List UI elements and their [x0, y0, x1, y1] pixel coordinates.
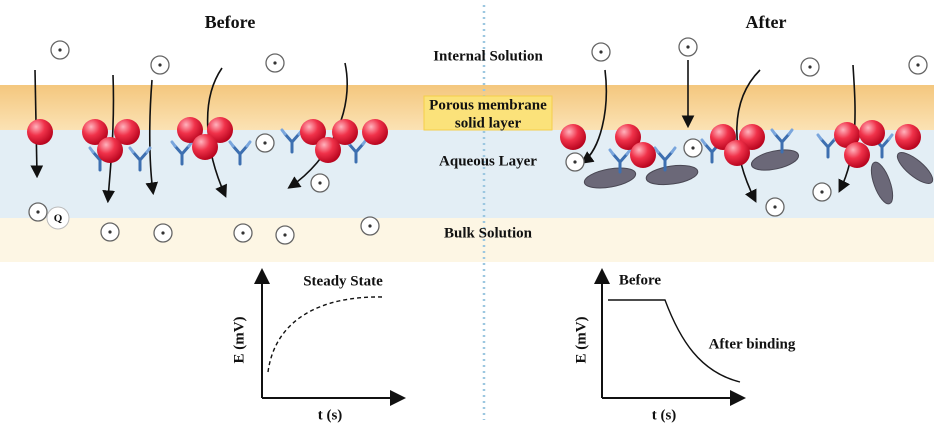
ionophore	[192, 134, 218, 160]
x-axis-label: t (s)	[652, 407, 677, 423]
ionophore	[895, 124, 921, 150]
ion	[234, 224, 252, 242]
ion	[51, 41, 69, 59]
ion	[766, 198, 784, 216]
curve-label: After binding	[709, 336, 796, 352]
ion	[101, 223, 119, 241]
layer-label: Porous membrane	[429, 97, 547, 113]
ion	[266, 54, 284, 72]
ionophore	[315, 137, 341, 163]
ion	[909, 56, 927, 74]
ion	[801, 58, 819, 76]
layer-label: Aqueous Layer	[439, 153, 537, 169]
ionophore	[630, 142, 656, 168]
ionophore	[362, 119, 388, 145]
ion	[684, 139, 702, 157]
ion	[361, 217, 379, 235]
ion	[566, 153, 584, 171]
ion	[151, 56, 169, 74]
curve-label: Before	[619, 272, 662, 288]
ionophore	[97, 137, 123, 163]
ionophore	[27, 119, 53, 145]
ion	[813, 183, 831, 201]
ion	[154, 224, 172, 242]
ionophore	[859, 120, 885, 146]
q-label: Q	[54, 213, 63, 225]
ion	[29, 203, 47, 221]
steady-state-curve	[268, 297, 382, 372]
ion	[311, 174, 329, 192]
ion	[256, 134, 274, 152]
panel-title: After	[746, 12, 787, 32]
graph-axes	[262, 272, 402, 398]
ionophore	[724, 140, 750, 166]
ion	[276, 226, 294, 244]
diagram: Q Before After Internal Solution Porous …	[0, 0, 934, 426]
layer-label: Internal Solution	[433, 48, 543, 64]
curve-label: Steady State	[303, 273, 383, 289]
ionophore	[844, 142, 870, 168]
graph-axes	[602, 272, 742, 398]
aqueous-band	[0, 130, 934, 218]
ionophore	[560, 124, 586, 150]
ion	[592, 43, 610, 61]
layer-label: Bulk Solution	[444, 225, 533, 241]
layer-label: solid layer	[455, 115, 522, 131]
y-axis-label: E (mV)	[231, 316, 247, 363]
x-axis-label: t (s)	[318, 407, 343, 423]
y-axis-label: E (mV)	[573, 316, 589, 363]
panel-title: Before	[205, 12, 256, 32]
ion	[679, 38, 697, 56]
